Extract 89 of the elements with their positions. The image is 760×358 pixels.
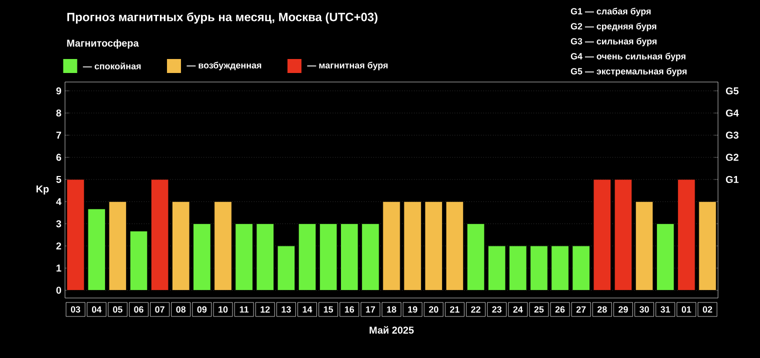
x-tick-label: 03 — [70, 306, 80, 313]
bar — [88, 208, 106, 290]
text: G1 — слабая буря — [570, 8, 651, 16]
x-tick-label: 23 — [492, 306, 502, 313]
legend-label: — возбужденная — [186, 62, 262, 70]
text: G1 — [726, 176, 739, 183]
x-tick-label: 28 — [597, 306, 607, 313]
bar — [235, 224, 253, 290]
y-tick-label: 3 — [56, 220, 62, 228]
y-tick-label: 9 — [56, 87, 62, 94]
text: G5 — экстремальная буря — [570, 68, 687, 76]
x-tick-label: 15 — [324, 306, 334, 313]
bar — [362, 224, 380, 290]
text: G2 — средняя буря — [570, 22, 656, 32]
x-tick-label: 31 — [660, 306, 670, 313]
bar — [698, 201, 716, 290]
bar — [424, 201, 442, 290]
x-tick-label: 13 — [282, 306, 291, 313]
bar — [466, 224, 485, 290]
x-tick-label: 11 — [240, 306, 249, 313]
bar — [340, 224, 358, 290]
bar — [446, 201, 464, 290]
bar — [572, 246, 590, 290]
x-tick-label: 25 — [534, 306, 544, 313]
y-tick-label: 1 — [56, 264, 62, 272]
bar — [382, 201, 400, 290]
x-tick-label: 26 — [555, 306, 565, 313]
x-tick-label: 19 — [408, 306, 418, 313]
y-tick-label: 4 — [56, 198, 62, 206]
bar — [319, 224, 338, 290]
bar — [172, 201, 190, 290]
bar — [277, 246, 296, 290]
bar — [66, 179, 84, 290]
bar — [404, 201, 422, 290]
x-tick-label: 29 — [618, 306, 628, 313]
bar — [298, 224, 316, 290]
bar — [656, 224, 674, 290]
x-tick-label: 02 — [702, 306, 712, 313]
x-tick-label: 04 — [92, 306, 102, 313]
x-tick-label: 20 — [428, 306, 438, 313]
x-tick-label: 16 — [344, 306, 354, 313]
x-axis-title: Май 2025 — [370, 326, 414, 334]
x-tick-label: 24 — [513, 306, 523, 313]
bar — [150, 179, 169, 290]
x-tick-label: 09 — [197, 306, 207, 313]
text: G4 — очень сильная буря — [570, 52, 686, 62]
y-tick-label: 2 — [56, 242, 62, 250]
bar — [509, 246, 527, 290]
x-tick-label: 14 — [302, 306, 312, 313]
x-tick-label: 22 — [471, 306, 480, 313]
y-tick-label: 8 — [56, 109, 62, 117]
x-tick-label: 10 — [218, 306, 228, 313]
bar — [678, 179, 696, 290]
bar — [130, 230, 148, 290]
x-tick-label: 06 — [134, 306, 144, 313]
x-tick-label: 05 — [113, 306, 122, 313]
bar — [193, 224, 211, 290]
y-tick-label: 7 — [56, 132, 62, 139]
bar — [551, 246, 569, 290]
bar — [256, 224, 274, 290]
legend-label: — магнитная буря — [307, 62, 388, 70]
text: G4 — [726, 109, 739, 117]
x-tick-label: 01 — [682, 306, 692, 313]
bar — [635, 201, 654, 290]
text: G3 — сильная буря — [570, 38, 657, 46]
text: G3 — [726, 132, 738, 139]
x-tick-label: 17 — [366, 306, 376, 313]
bar — [614, 179, 632, 290]
x-tick-label: 21 — [450, 306, 460, 313]
chart-title: Прогноз магнитных бурь на месяц, Москва (UTC+03) — [67, 12, 378, 24]
y-tick-label: 6 — [56, 154, 62, 161]
bar — [214, 201, 232, 290]
bar — [488, 246, 506, 290]
x-tick-label: 08 — [176, 306, 186, 313]
y-tick-label: 5 — [56, 176, 62, 183]
bar — [530, 246, 548, 290]
x-tick-label: 12 — [260, 306, 270, 313]
x-tick-label: 30 — [640, 306, 649, 313]
x-tick-label: 27 — [576, 306, 586, 313]
bar — [108, 201, 127, 290]
text: G5 — [726, 87, 739, 94]
x-tick-label: 07 — [155, 306, 164, 313]
legend-label: — спокойная — [82, 62, 141, 70]
y-axis-title: Kp — [36, 186, 49, 194]
y-tick-label: 0 — [56, 286, 62, 294]
legend-title: Магнитосфера — [67, 39, 139, 49]
bar — [593, 179, 611, 290]
x-tick-label: 18 — [387, 306, 396, 313]
text: G2 — [726, 154, 738, 161]
